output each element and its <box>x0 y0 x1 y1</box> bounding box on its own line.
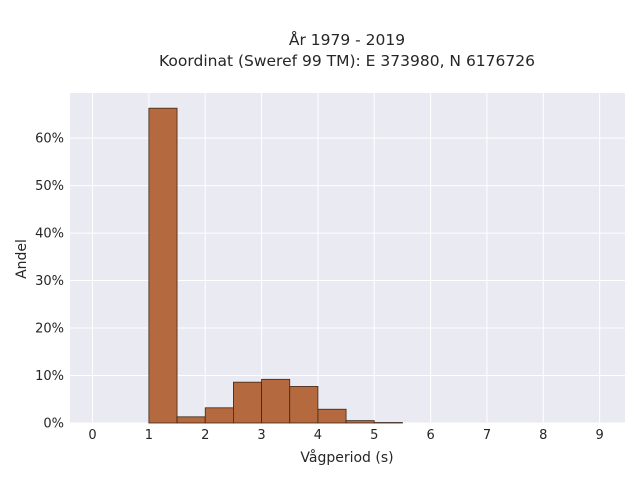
histogram-bar <box>148 107 178 424</box>
y-tick-label: 40% <box>35 227 64 242</box>
y-tick-label: 10% <box>35 369 64 384</box>
x-tick-label: 7 <box>483 428 491 443</box>
histogram-bar <box>345 420 375 424</box>
y-tick-label: 20% <box>35 322 64 337</box>
y-tick-label: 0% <box>43 417 64 432</box>
y-tick-label: 60% <box>35 132 64 147</box>
x-tick-label: 1 <box>145 428 153 443</box>
histogram-bar <box>289 386 319 424</box>
x-tick-label: 9 <box>596 428 604 443</box>
y-tick-label: 50% <box>35 179 64 194</box>
x-tick-label: 6 <box>426 428 434 443</box>
y-axis-label: Andel <box>14 239 30 279</box>
x-axis-ticks: 0 1 2 3 4 5 6 7 8 9 <box>88 428 603 443</box>
chart-title-line2: Koordinat (Sweref 99 TM): E 373980, N 61… <box>159 52 535 70</box>
x-tick-label: 3 <box>257 428 265 443</box>
y-axis-ticks: 0% 10% 20% 30% 40% 50% 60% <box>35 132 64 432</box>
histogram-bar <box>176 416 206 424</box>
histogram-bar <box>233 381 262 424</box>
histogram-bar <box>204 407 234 424</box>
y-tick-label: 30% <box>35 274 64 289</box>
x-axis-label: Vågperiod (s) <box>300 449 393 466</box>
histogram-bar <box>261 378 291 424</box>
x-tick-label: 0 <box>88 428 96 443</box>
x-tick-label: 5 <box>370 428 378 443</box>
histogram-bars <box>148 107 403 424</box>
histogram-bar <box>317 408 347 424</box>
x-tick-label: 4 <box>314 428 322 443</box>
x-tick-label: 2 <box>201 428 209 443</box>
x-tick-label: 8 <box>539 428 547 443</box>
chart-title-line1: År 1979 - 2019 <box>289 30 405 49</box>
